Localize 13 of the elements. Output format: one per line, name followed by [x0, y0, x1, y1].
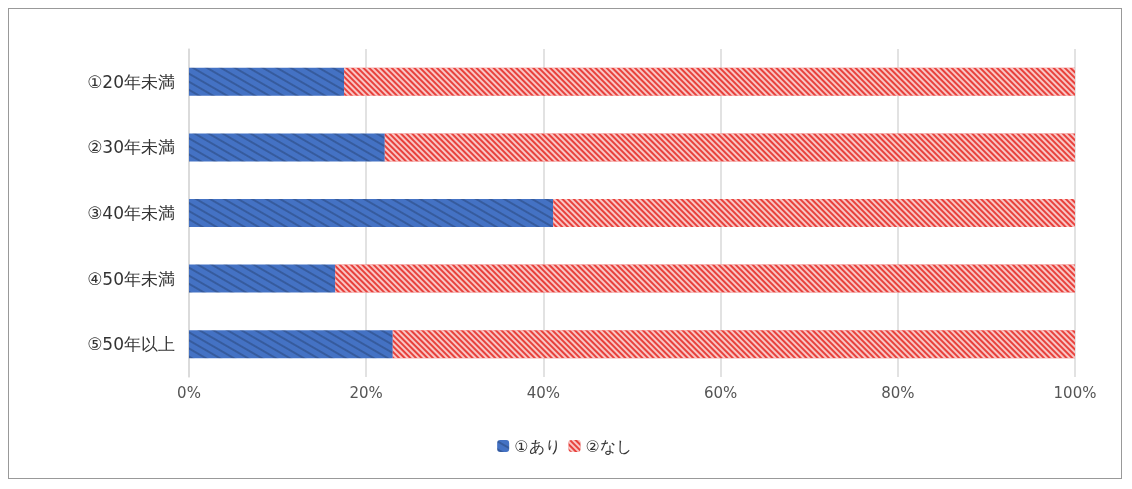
x-tick-label: 80%	[881, 383, 915, 402]
y-tick-label: ⑤50年以上	[87, 334, 175, 355]
x-tick-label: 60%	[703, 383, 738, 402]
x-tick-label: 20%	[349, 383, 383, 402]
y-tick-label: ①20年未満	[87, 71, 175, 92]
x-tick-label: 0%	[177, 383, 201, 402]
x-tick-label: 100%	[1053, 383, 1097, 402]
legend-label: ①あり	[514, 436, 561, 456]
x-tick-label: 40%	[526, 383, 561, 402]
legend-label: ②なし	[585, 436, 632, 456]
y-tick-label: ③40年未満	[87, 203, 175, 223]
y-tick-label: ④50年未満	[87, 268, 175, 289]
y-tick-label: ②30年未満	[87, 137, 175, 158]
